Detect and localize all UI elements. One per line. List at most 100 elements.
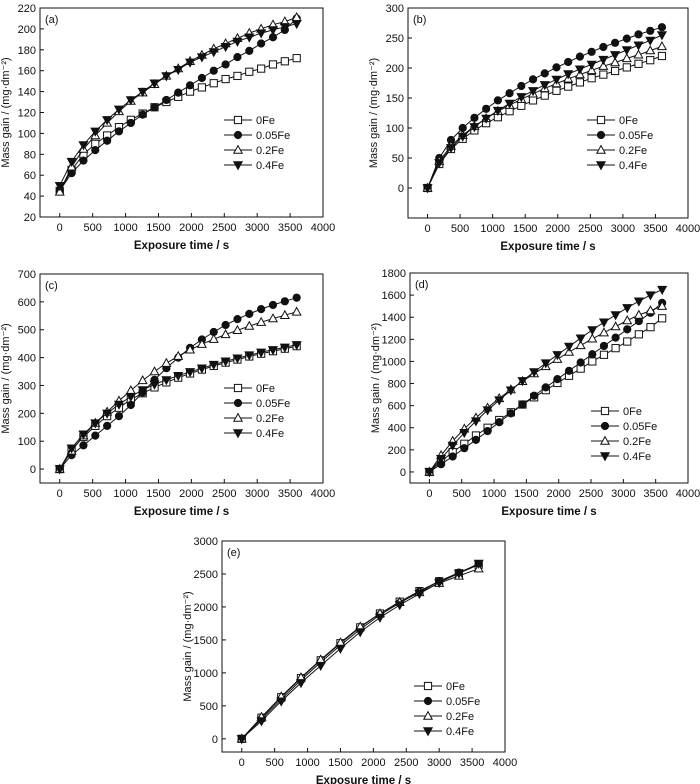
data-point: [150, 103, 159, 112]
data-point: [460, 444, 469, 453]
series-line: [241, 568, 479, 740]
data-point: [506, 409, 515, 418]
data-point: [257, 64, 266, 73]
data-point: [196, 338, 207, 348]
x-tick-label: 2000: [546, 223, 570, 235]
y-tick-label: 1000: [194, 668, 218, 680]
data-point: [610, 311, 621, 321]
data-point: [54, 181, 65, 192]
chart-panel-2: 0 500 1000 1500 2000 2500 3000 3500 4000 0 50 100 15…: [368, 3, 700, 253]
data-point: [611, 333, 620, 342]
series-0.4Fe: [54, 19, 302, 192]
plot-frame: [221, 540, 506, 753]
y-tick-label: 200: [388, 445, 406, 457]
legend-label: 0.05Fe: [619, 130, 653, 142]
data-point: [588, 357, 597, 366]
data-point: [587, 333, 598, 343]
series-line: [241, 563, 479, 740]
data-point: [267, 313, 279, 323]
panel-label: (c): [45, 280, 58, 292]
legend-marker: [599, 435, 611, 445]
data-point: [505, 89, 514, 98]
x-tick-label: 500: [453, 488, 471, 500]
data-point: [137, 386, 148, 396]
data-point: [315, 661, 326, 672]
y-tick-label: 200: [18, 408, 36, 420]
data-point: [90, 419, 101, 429]
panel-label: (a): [45, 14, 58, 26]
y-tick-label: 500: [18, 325, 36, 337]
data-point: [657, 23, 667, 32]
x-tick-label: 0: [239, 757, 245, 769]
data-point: [610, 57, 621, 67]
series-0.4Fe: [424, 285, 668, 478]
x-tick-label: 2500: [394, 757, 418, 769]
x-tick-label: 3500: [643, 488, 667, 500]
legend-label: 0.4Fe: [446, 726, 474, 738]
data-point: [220, 329, 231, 339]
x-tick-label: 1000: [480, 223, 504, 235]
data-point: [232, 324, 243, 334]
data-point: [173, 350, 184, 360]
plot-frame: [39, 7, 324, 218]
data-point: [517, 377, 528, 387]
panel-label: (b): [413, 14, 426, 26]
series-0.4Fe: [236, 559, 484, 745]
legend: 0Fe 0.05Fe 0.2Fe 0.4Fe: [591, 406, 657, 463]
data-point: [445, 144, 457, 154]
y-tick-label: 1500: [194, 635, 218, 647]
y-tick-label: 1200: [382, 334, 406, 346]
data-point: [209, 79, 218, 88]
x-axis-label: Exposure time / s: [134, 240, 229, 252]
legend-label: 0.4Fe: [256, 160, 284, 172]
data-point: [633, 309, 644, 319]
data-point: [470, 417, 481, 427]
legend: 0Fe 0.05Fe 0.2Fe 0.4Fe: [414, 681, 480, 738]
data-point: [495, 418, 504, 427]
data-point: [470, 113, 479, 122]
y-tick-label: 220: [18, 3, 36, 15]
data-point: [575, 334, 586, 344]
data-point: [66, 444, 77, 454]
data-point: [564, 82, 573, 91]
y-tick-label: 100: [386, 123, 404, 135]
legend-marker: [600, 421, 610, 431]
y-tick-label: 160: [18, 66, 36, 78]
data-point: [292, 293, 301, 302]
data-point: [658, 314, 667, 323]
y-axis-label: Mass gain / (mg·dm⁻²): [0, 57, 12, 167]
legend-marker: [232, 412, 244, 422]
x-tick-label: 1500: [146, 222, 170, 234]
data-point: [291, 341, 302, 351]
data-point: [622, 63, 631, 72]
data-point: [114, 127, 124, 136]
data-point: [434, 159, 445, 169]
legend-label: 0Fe: [619, 115, 638, 127]
data-point: [197, 83, 207, 92]
data-point: [208, 48, 219, 58]
legend-label: 0.4Fe: [623, 451, 651, 463]
data-point: [335, 644, 346, 654]
data-point: [91, 146, 100, 155]
data-point: [355, 628, 366, 638]
data-point: [185, 368, 196, 378]
legend-marker: [233, 398, 243, 408]
data-point: [574, 65, 585, 75]
legend-label: 0.4Fe: [256, 428, 284, 440]
panel-label: (e): [227, 547, 240, 559]
data-point: [656, 40, 668, 51]
data-point: [598, 60, 609, 70]
plot-frame: [407, 7, 689, 219]
series-0.4Fe: [54, 341, 302, 475]
legend-label: 0.2Fe: [446, 711, 474, 723]
x-tick-label: 0: [57, 488, 63, 500]
data-point: [149, 79, 160, 89]
data-point: [646, 56, 655, 65]
data-point: [599, 350, 609, 359]
data-point: [185, 81, 195, 90]
data-point: [587, 47, 596, 56]
data-point: [611, 344, 620, 353]
data-point: [621, 46, 632, 56]
data-point: [78, 430, 89, 440]
data-point: [505, 386, 516, 396]
